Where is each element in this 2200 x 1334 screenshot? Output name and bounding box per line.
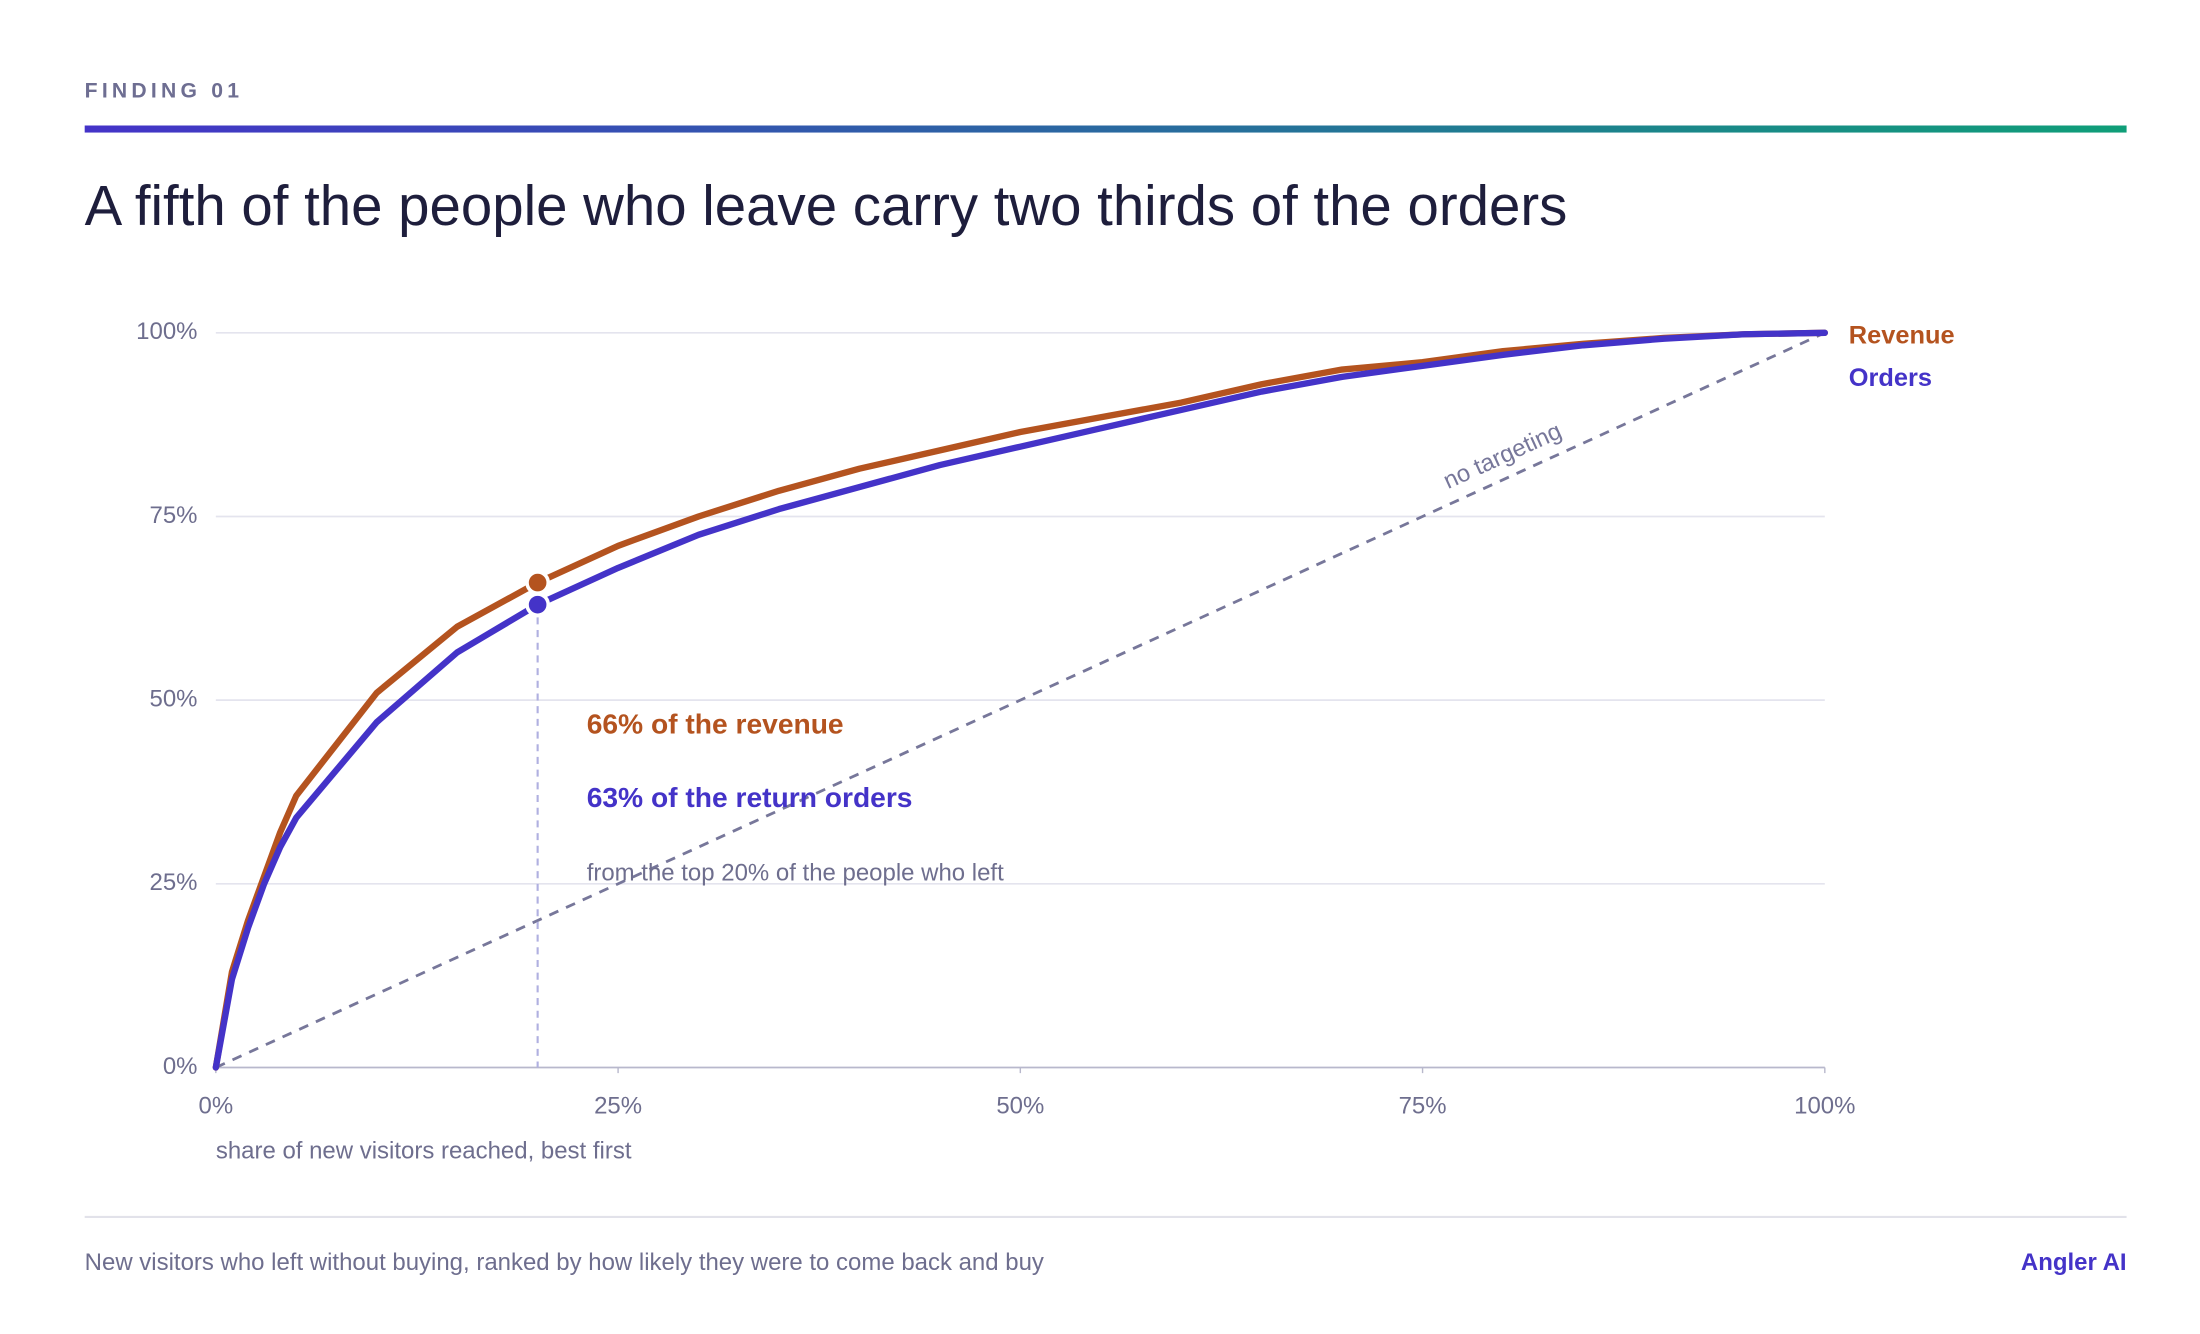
highlight-point	[525, 592, 550, 617]
eyebrow: FINDING 01	[85, 79, 244, 102]
annotation: 66% of the revenue	[587, 708, 844, 740]
y-tick-label: 50%	[150, 685, 198, 712]
chart-title: A fifth of the people who leave carry tw…	[85, 174, 1568, 237]
baseline-line	[215, 331, 1826, 1069]
footer-note: New visitors who left without buying, ra…	[85, 1249, 1044, 1276]
x-tick-label: 100%	[1794, 1092, 1855, 1119]
x-axis-label: share of new visitors reached, best firs…	[216, 1137, 632, 1164]
legend-label: Orders	[1849, 364, 1932, 392]
y-tick-label: 0%	[163, 1053, 198, 1080]
y-tick-label: 100%	[136, 318, 197, 345]
legend-label: Revenue	[1849, 322, 1955, 350]
highlight-point	[525, 570, 550, 595]
y-tick-label: 25%	[150, 869, 198, 896]
accent-bar	[84, 125, 2127, 133]
x-tick-label: 0%	[199, 1092, 234, 1119]
annotation: from the top 20% of the people who left	[587, 860, 1004, 887]
y-tick-label: 75%	[150, 502, 198, 529]
x-tick-label: 50%	[996, 1092, 1044, 1119]
baseline-label: no targeting	[1439, 418, 1565, 495]
series-line	[212, 329, 1828, 1071]
annotation: 63% of the return orders	[587, 781, 913, 813]
x-tick-label: 25%	[594, 1092, 642, 1119]
x-tick-label: 75%	[1399, 1092, 1447, 1119]
footer-brand: Angler AI	[2021, 1249, 2127, 1276]
series-line	[212, 329, 1828, 1071]
